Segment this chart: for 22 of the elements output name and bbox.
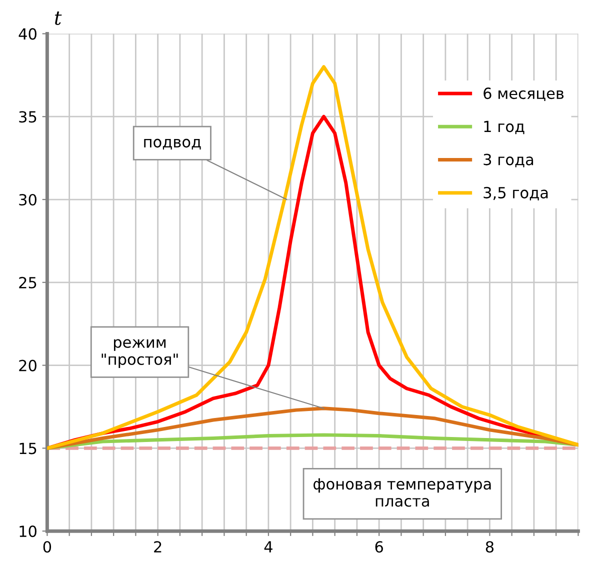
line-series (47, 433, 578, 450)
y-tick-label: 10 (20, 526, 36, 538)
y-tick-label: 40 (18, 28, 36, 40)
legend-label: 3 года (484, 154, 534, 168)
annotation: подвод (144, 138, 201, 150)
y-tick-label: 30 (19, 194, 36, 206)
y-tick-label: 15 (20, 442, 36, 454)
ref-line-label: фоновая температура пласта (314, 478, 491, 507)
x-tick-label: 8 (486, 541, 494, 553)
x-tick-label: 2 (154, 541, 162, 552)
y-tick-label: 25 (19, 276, 36, 288)
legend-label: 3,5 года (484, 186, 548, 200)
x-tick-label: 0 (43, 541, 52, 553)
legend-label: 6 месяцев (484, 88, 564, 101)
y-axis-title: t (54, 11, 62, 25)
annotation: режим "простоя" (102, 339, 178, 368)
y-tick-label: 20 (19, 360, 36, 372)
x-tick-label: 4 (264, 541, 272, 552)
y-tick-label: 35 (19, 111, 36, 123)
x-tick-label: 6 (375, 541, 383, 553)
line-series (47, 406, 578, 450)
legend-label: 1 год (484, 120, 524, 134)
